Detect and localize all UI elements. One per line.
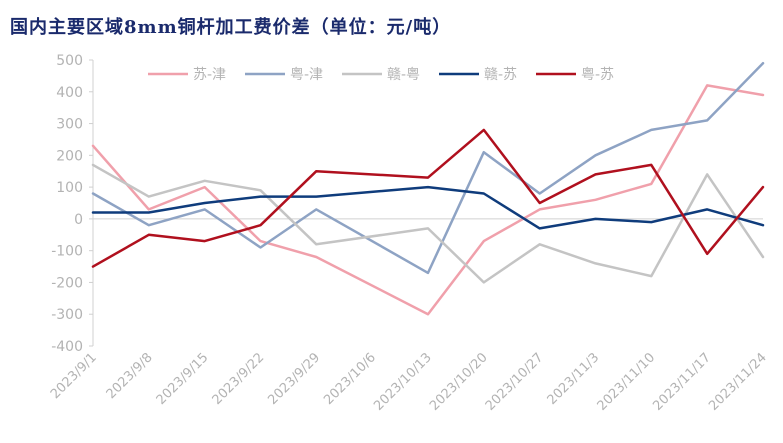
y-tick-label: -400 [51,339,83,355]
series-line-4 [91,185,765,230]
x-tick-label: 2023/10/13 [371,350,435,414]
x-tick-label: 2023/9/1 [48,350,100,402]
x-tick-label: 2023/9/22 [210,350,268,408]
y-tick-label: 200 [56,148,83,164]
series-line-3 [91,163,765,284]
y-tick-label: -100 [51,244,83,260]
x-tick-label: 2023/10/27 [483,350,547,414]
series-line-2 [91,61,765,275]
x-tick-label: 2023/10/20 [427,350,491,414]
y-tick-label: 300 [56,117,83,133]
legend-label-4: 赣-苏 [484,67,517,83]
chart-title: 国内主要区域8mm铜杆加工费价差（单位：元/吨） [10,17,452,38]
legend-label-1: 苏-津 [193,67,226,83]
x-tick-label: 2023/11/17 [650,350,714,414]
y-tick-label: -300 [51,307,83,323]
x-tick-label: 2023/11/24 [706,350,770,414]
x-tick-label: 2023/11/10 [595,350,659,414]
x-tick-label: 2023/9/29 [265,350,323,408]
x-tick-label: 2023/10/6 [321,350,379,408]
legend-label-5: 粤-苏 [581,67,614,83]
series-line-5 [91,128,765,268]
x-tick-label: 2023/9/8 [104,350,156,402]
y-tick-label: 500 [56,53,83,69]
y-tick-label: 0 [74,212,83,228]
series-line-1 [91,84,765,316]
y-tick-label: 100 [56,180,83,196]
y-tick-label: -200 [51,275,83,291]
legend-label-3: 赣-粤 [387,67,420,83]
legend-label-2: 粤-津 [290,67,323,83]
x-tick-label: 2023/9/15 [154,350,212,408]
x-tick-label: 2023/11/3 [545,350,603,408]
y-tick-label: 400 [56,85,83,101]
